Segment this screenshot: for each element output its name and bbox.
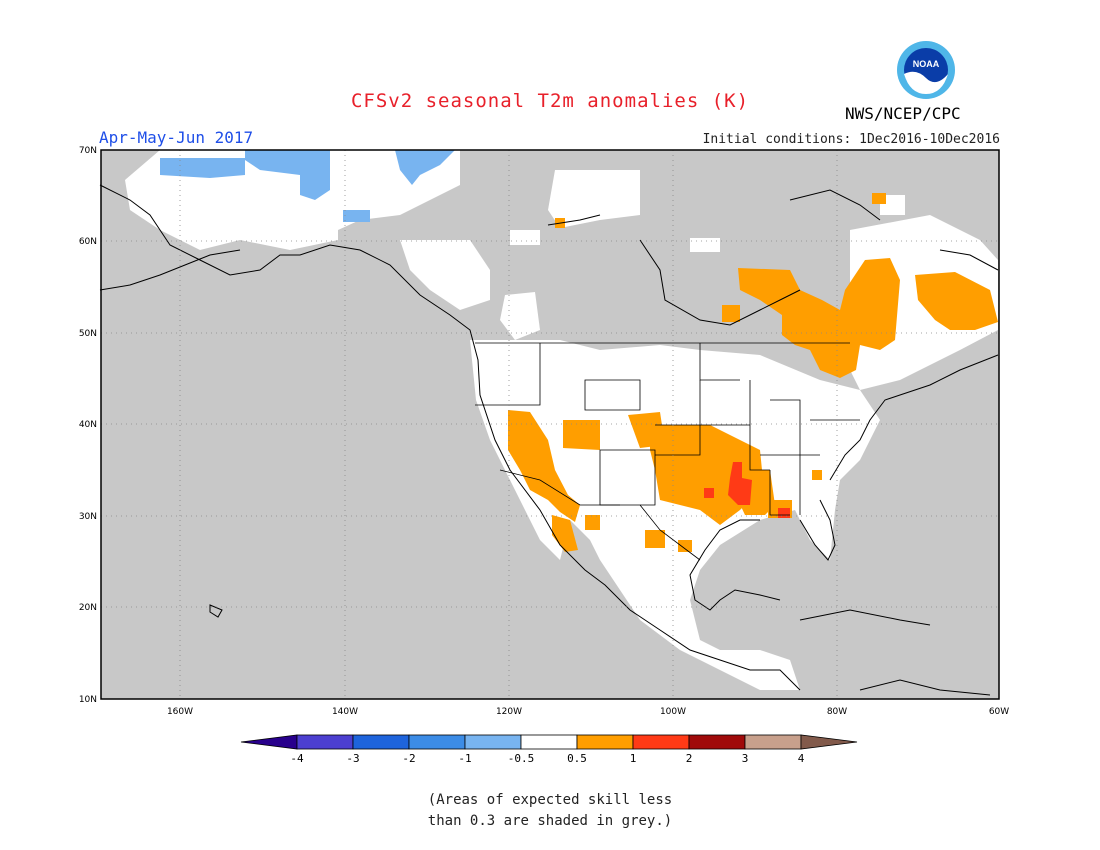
skill-note-line: than 0.3 are shaded in grey.) [427, 813, 673, 829]
colorbar-swatch [632, 734, 690, 750]
lon-label: 120W [496, 707, 522, 717]
lat-label: 50N [79, 329, 97, 339]
lon-label: 80W [827, 707, 847, 717]
cool-anomaly-areas [160, 150, 455, 222]
colorbar [240, 734, 858, 750]
lat-label: 40N [79, 420, 97, 430]
lon-label: 60W [989, 707, 1009, 717]
skill-note: (Areas of expected skill less than 0.3 a… [0, 790, 1100, 832]
longitude-labels: 160W 140W 120W 100W 80W 60W [167, 707, 1009, 717]
map-frame [100, 149, 1000, 700]
colorbar-label: 1 [629, 752, 637, 765]
noaa-logo: NOAA [897, 41, 955, 99]
colorbar-swatch [408, 734, 466, 750]
colorbar-label: 4 [797, 752, 805, 765]
colorbar-swatch [296, 734, 354, 750]
latitude-labels: 70N 60N 50N 40N 30N 20N 10N [79, 146, 97, 705]
lon-label: 100W [660, 707, 686, 717]
svg-text:NOAA: NOAA [913, 59, 940, 69]
colorbar-label: -1 [458, 752, 472, 765]
lat-label: 30N [79, 512, 97, 522]
colorbar-arrow-high [800, 734, 858, 750]
colorbar-swatch [520, 734, 578, 750]
lat-label: 60N [79, 237, 97, 247]
colorbar-label: 3 [741, 752, 749, 765]
skill-note-line: (Areas of expected skill less [427, 792, 673, 808]
initial-conditions: Initial conditions: 1Dec2016-10Dec2016 [702, 132, 1000, 147]
colorbar-arrow-low [240, 734, 298, 750]
colorbar-swatch [688, 734, 746, 750]
colorbar-swatch [352, 734, 410, 750]
forecast-period: Apr-May-Jun 2017 [99, 128, 254, 147]
colorbar-label: 0.5 [567, 752, 587, 765]
coastlines [99, 184, 999, 696]
colorbar-label: -2 [402, 752, 416, 765]
colorbar-label: -4 [290, 752, 304, 765]
lon-label: 140W [332, 707, 358, 717]
colorbar-label: 2 [685, 752, 693, 765]
colorbar-swatch [576, 734, 634, 750]
lon-label: 160W [167, 707, 193, 717]
lat-label: 70N [79, 146, 97, 156]
colorbar-swatch [744, 734, 802, 750]
colorbar-label: -0.5 [507, 752, 535, 765]
colorbar-label: -3 [346, 752, 360, 765]
political-boundaries [475, 342, 860, 561]
colorbar-swatch [464, 734, 522, 750]
lat-label: 10N [79, 695, 97, 705]
agency-label: NWS/NCEP/CPC [845, 104, 961, 123]
lat-label: 20N [79, 603, 97, 613]
map-title: CFSv2 seasonal T2m anomalies (K) [350, 90, 750, 112]
strong-warm-anomaly-areas [704, 462, 790, 518]
